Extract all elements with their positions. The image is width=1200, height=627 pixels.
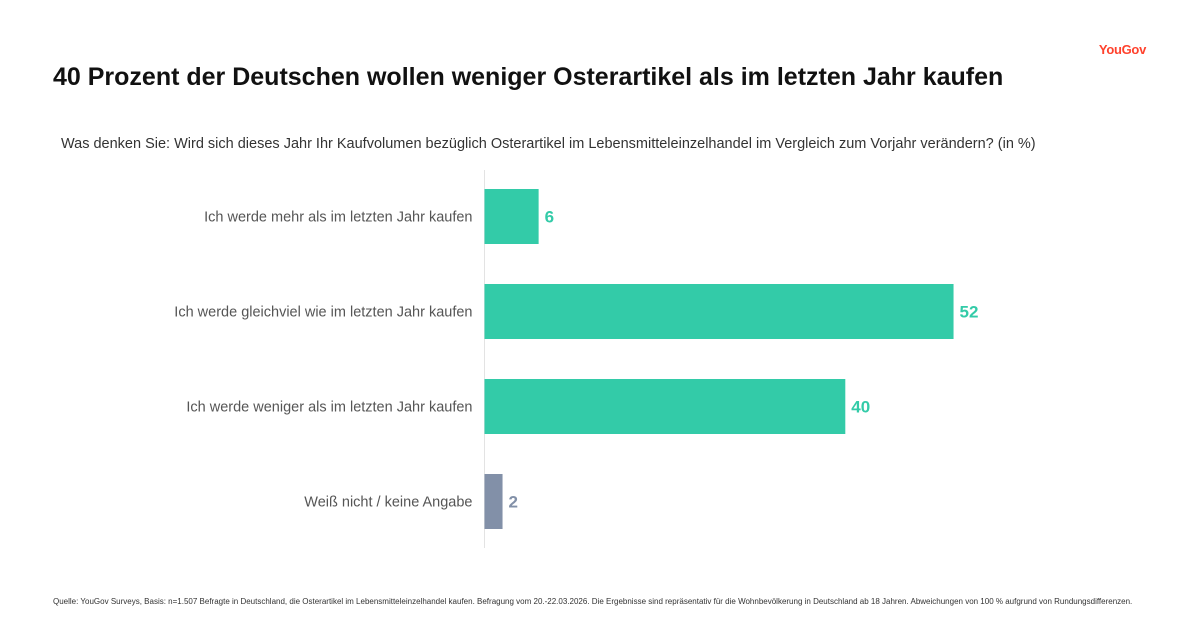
chart-title: 40 Prozent der Deutschen wollen weniger …	[53, 63, 1004, 91]
bar-4	[484, 474, 503, 529]
category-label-4: Weiß nicht / keine Angabe	[304, 495, 472, 511]
category-label-2: Ich werde gleichviel wie im letzten Jahr…	[174, 305, 472, 321]
chart-subtitle: Was denken Sie: Wird sich dieses Jahr Ih…	[61, 136, 1036, 152]
value-label-4: 2	[509, 493, 518, 512]
bar-3	[484, 379, 846, 434]
bars-group: Ich werde mehr als im letzten Jahr kaufe…	[174, 189, 978, 529]
bar-2	[484, 284, 954, 339]
source-footnote: Quelle: YouGov Surveys, Basis: n=1.507 B…	[53, 597, 1133, 606]
category-label-1: Ich werde mehr als im letzten Jahr kaufe…	[204, 210, 472, 226]
value-label-1: 6	[545, 208, 554, 227]
value-label-2: 52	[960, 303, 979, 322]
category-label-3: Ich werde weniger als im letzten Jahr ka…	[186, 400, 472, 416]
bar-1	[484, 189, 539, 244]
value-label-3: 40	[851, 398, 870, 417]
yougov-logo: YouGov	[1098, 42, 1146, 57]
